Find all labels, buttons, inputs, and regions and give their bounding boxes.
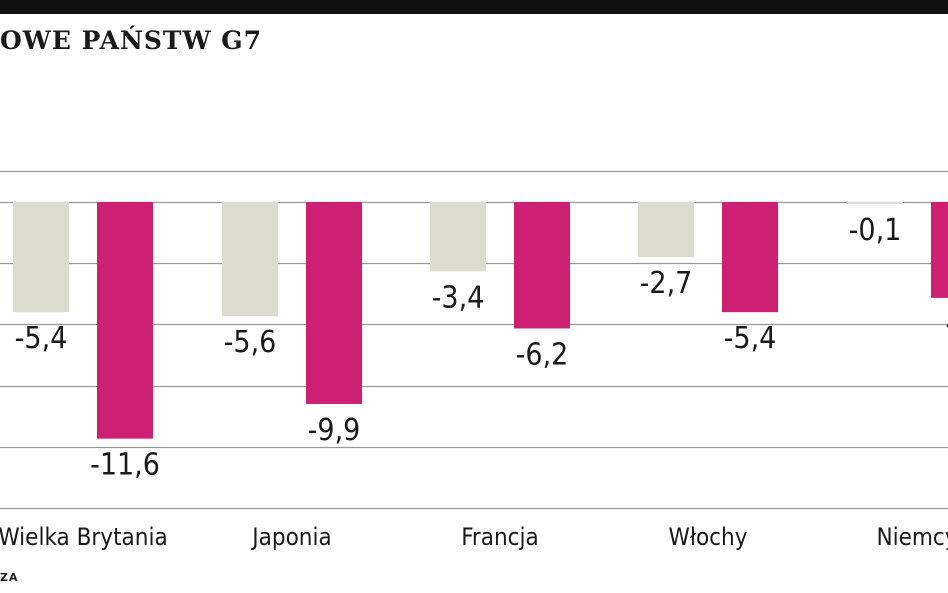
bar	[97, 202, 153, 439]
value-label: -6,2	[516, 337, 569, 372]
top-bar	[0, 0, 948, 14]
value-label: -9,9	[308, 413, 361, 448]
bar	[931, 202, 948, 298]
source-note: ZA	[0, 571, 19, 584]
bar	[13, 202, 69, 313]
x-axis-labels: Wielka Brytania Japonia Francja Włochy Niemc…	[0, 523, 948, 551]
bar	[638, 202, 694, 258]
bar	[722, 202, 778, 313]
chart-title: OWE PAŃSTW G7	[0, 26, 263, 55]
bar	[847, 202, 903, 205]
x-tick-label: Wielka Brytania	[0, 523, 168, 551]
bar	[514, 202, 570, 329]
value-label: -3,4	[432, 280, 485, 315]
bar	[222, 202, 278, 317]
x-tick-label: Włochy	[668, 523, 747, 551]
x-tick-label: Niemcy	[876, 523, 948, 551]
bar	[430, 202, 486, 272]
value-label: -5,4	[15, 321, 68, 356]
value-label: -5,6	[224, 325, 277, 360]
x-tick-label: Francja	[461, 523, 539, 551]
bars	[13, 202, 948, 439]
x-tick-label: Japonia	[250, 523, 331, 551]
value-label: -4	[946, 307, 948, 342]
value-labels: -5,4 -5,6 -3,4 -2,7 -0,1 -11,6 -9,9 -6,2 -5,4 -4	[15, 213, 948, 483]
value-label: -2,7	[640, 266, 693, 301]
value-label: -11,6	[90, 448, 160, 483]
value-label: -5,4	[724, 321, 777, 356]
bar	[306, 202, 362, 404]
value-label: -0,1	[849, 213, 902, 248]
